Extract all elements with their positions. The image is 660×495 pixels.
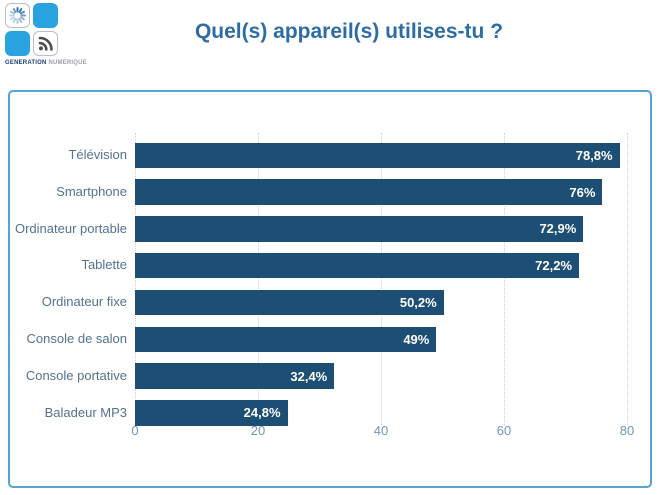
- generation-numerique-logo: GENERATION NUMERIQUE: [5, 3, 95, 66]
- x-tick-label-0: 0: [131, 423, 139, 438]
- bar: 76%: [135, 179, 603, 205]
- gridline-20: [258, 133, 259, 425]
- bar-row: Console de salon 49%: [10, 321, 650, 358]
- x-tick-label-20: 20: [250, 423, 266, 438]
- chart-panel: Télévision 78,8% Smartphone 76% Ordinateur p…: [8, 90, 652, 488]
- bar-row: Ordinateur fixe 50,2%: [10, 284, 650, 321]
- category-label: Console portative: [25, 367, 127, 383]
- bar-track: 72,9%: [135, 211, 627, 248]
- bar-value-label: 72,2%: [535, 258, 573, 274]
- category-label: Console de salon: [26, 330, 127, 346]
- bar-row: Tablette 72,2%: [10, 247, 650, 284]
- x-tick-label-40: 40: [373, 423, 389, 438]
- category-label: Smartphone: [56, 183, 127, 199]
- bar: 24,8%: [135, 400, 288, 426]
- x-tick-label-60: 60: [496, 423, 512, 438]
- bar-track: 32,4%: [135, 358, 627, 395]
- bar-row: Smartphone 76%: [10, 174, 650, 211]
- bar-value-label: 78,8%: [575, 147, 613, 163]
- logo-brand-secondary: NUMERIQUE: [48, 60, 87, 66]
- logo-tiles: [5, 3, 95, 56]
- bar-value-label: 24,8%: [243, 405, 281, 421]
- bar: 49%: [135, 326, 437, 353]
- bar-value-label: 50,2%: [399, 295, 437, 311]
- chart-bars-area: Télévision 78,8% Smartphone 76% Ordinateur p…: [10, 137, 650, 431]
- rss-icon: [33, 31, 58, 56]
- bar-row: Baladeur MP3 24,8%: [10, 395, 650, 432]
- bar-track: 49%: [135, 321, 627, 358]
- bar: 32,4%: [135, 363, 335, 389]
- bar-track: 76%: [135, 174, 627, 211]
- bar: 78,8%: [135, 142, 620, 169]
- category-label: Ordinateur portable: [14, 220, 127, 236]
- category-label: Tablette: [81, 257, 127, 273]
- bar-value-label: 49%: [403, 331, 430, 347]
- page-title: Quel(s) appareil(s) utilises-tu ?: [194, 20, 504, 43]
- bar: 72,2%: [135, 252, 580, 279]
- gridline-60: [504, 133, 505, 425]
- bar-row: Console portative 32,4%: [10, 358, 650, 395]
- logo-tile-top-right: [33, 3, 58, 28]
- gridline-80: [627, 133, 628, 425]
- x-axis-ticks: 0 20 40 60 80: [131, 423, 634, 441]
- logo-brand-text: GENERATION NUMERIQUE: [5, 60, 95, 66]
- spinner-icon: [5, 3, 30, 28]
- category-label: Baladeur MP3: [44, 404, 127, 420]
- bar-value-label: 72,9%: [539, 221, 577, 237]
- bar-row: Télévision 78,8%: [10, 137, 650, 174]
- bar-track: 50,2%: [135, 284, 627, 321]
- bar-track: 72,2%: [135, 247, 627, 284]
- bar: 50,2%: [135, 289, 444, 316]
- bar-row: Ordinateur portable 72,9%: [10, 211, 650, 248]
- bar-track: 78,8%: [135, 137, 627, 174]
- bar-value-label: 76%: [569, 184, 596, 200]
- logo-tile-bottom-left: [5, 31, 30, 56]
- bar-value-label: 32,4%: [290, 368, 328, 384]
- category-label: Ordinateur fixe: [41, 294, 127, 310]
- bar: 72,9%: [135, 216, 584, 242]
- chart-gridlines: [135, 133, 628, 425]
- gridline-40: [381, 133, 382, 425]
- category-label: Télévision: [68, 147, 127, 162]
- x-tick-label-80: 80: [619, 423, 635, 438]
- logo-brand-primary: GENERATION: [5, 60, 47, 66]
- gridline-0: [135, 133, 136, 425]
- bar-track: 24,8%: [135, 395, 627, 432]
